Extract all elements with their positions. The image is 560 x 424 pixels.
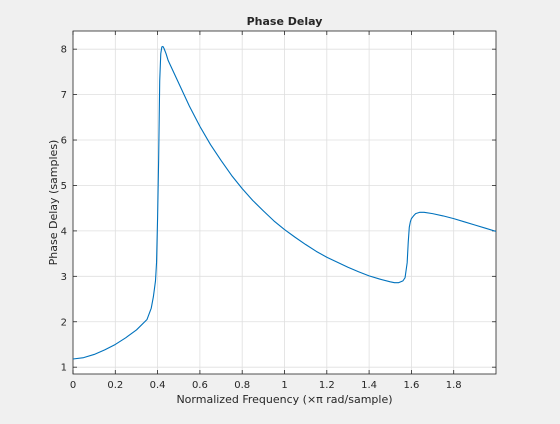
x-tick-label: 1.4 [361,380,377,391]
grid [72,31,496,374]
x-tick-label: 1 [281,380,287,391]
x-tick-label: 1.8 [446,380,462,391]
y-tick-label: 2 [61,317,67,328]
y-tick-label: 6 [61,136,67,147]
y-tick-label: 3 [61,272,67,283]
x-tick-label: 0.8 [234,380,250,391]
y-axis-ticks: 1 2 3 4 5 6 7 8 [61,45,496,374]
x-axis-label: Normalized Frequency (×π rad/sample) [176,393,392,406]
chart-title: Phase Delay [247,15,323,28]
y-tick-label: 5 [61,181,67,192]
x-tick-label: 0 [70,380,76,391]
x-tick-label: 0.6 [192,380,208,391]
x-axis-ticks: 0 0.2 0.4 0.6 0.8 1 1.2 1.4 1.6 1.8 [70,31,462,391]
y-tick-label: 7 [61,90,67,101]
x-tick-label: 0.4 [150,380,166,391]
series-line [72,45,497,360]
x-tick-label: 1.6 [403,380,419,391]
x-tick-label: 1.2 [319,380,335,391]
y-tick-label: 8 [61,45,67,56]
y-tick-label: 4 [61,226,67,237]
y-axis-label: Phase Delay (samples) [47,140,60,266]
x-tick-label: 0.2 [107,380,123,391]
y-tick-label: 1 [61,363,67,374]
